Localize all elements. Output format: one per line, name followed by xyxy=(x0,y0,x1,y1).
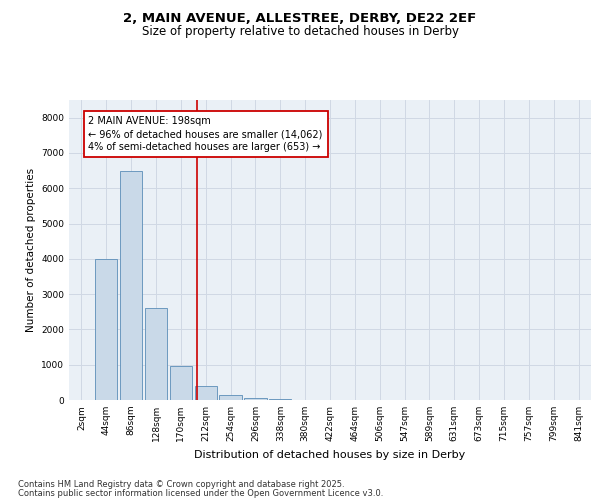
Bar xyxy=(95,259,118,400)
Bar xyxy=(145,308,167,400)
Text: 2, MAIN AVENUE, ALLESTREE, DERBY, DE22 2EF: 2, MAIN AVENUE, ALLESTREE, DERBY, DE22 2… xyxy=(124,12,476,26)
Text: Contains HM Land Registry data © Crown copyright and database right 2025.: Contains HM Land Registry data © Crown c… xyxy=(18,480,344,489)
Text: 2 MAIN AVENUE: 198sqm
← 96% of detached houses are smaller (14,062)
4% of semi-d: 2 MAIN AVENUE: 198sqm ← 96% of detached … xyxy=(88,116,323,152)
X-axis label: Distribution of detached houses by size in Derby: Distribution of detached houses by size … xyxy=(194,450,466,460)
Bar xyxy=(120,170,142,400)
Text: Size of property relative to detached houses in Derby: Size of property relative to detached ho… xyxy=(142,25,458,38)
Bar xyxy=(244,398,266,400)
Y-axis label: Number of detached properties: Number of detached properties xyxy=(26,168,35,332)
Bar xyxy=(220,394,242,400)
Bar xyxy=(194,386,217,400)
Bar xyxy=(170,366,192,400)
Text: Contains public sector information licensed under the Open Government Licence v3: Contains public sector information licen… xyxy=(18,489,383,498)
